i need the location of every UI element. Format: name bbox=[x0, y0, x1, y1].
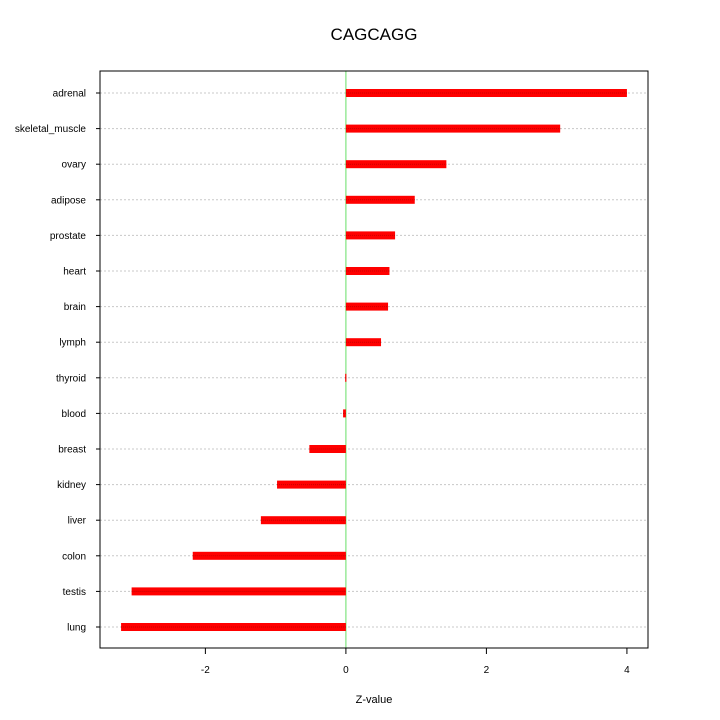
plot-frame bbox=[99, 70, 649, 649]
category-label: prostate bbox=[50, 231, 87, 242]
category-label: kidney bbox=[57, 480, 86, 491]
category-label: adipose bbox=[51, 195, 86, 206]
chart-title: CAGCAGG bbox=[331, 25, 418, 44]
category-label: lymph bbox=[59, 338, 86, 349]
bar-lymph bbox=[345, 338, 382, 347]
x-axis-label: Z-value bbox=[356, 694, 393, 706]
bar-brain bbox=[345, 302, 389, 311]
x-tick-label: -2 bbox=[201, 665, 210, 676]
bar-heart bbox=[345, 267, 390, 275]
category-label: brain bbox=[64, 302, 86, 313]
category-label: heart bbox=[63, 267, 86, 278]
bar-skeletal_muscle bbox=[345, 124, 561, 133]
bars-layer bbox=[121, 89, 627, 631]
category-label: adrenal bbox=[53, 89, 86, 100]
bar-testis bbox=[131, 587, 346, 596]
category-label: skeletal_muscle bbox=[15, 124, 87, 135]
category-label: colon bbox=[62, 551, 86, 562]
category-label: ovary bbox=[62, 160, 86, 171]
category-label: liver bbox=[68, 516, 87, 527]
category-label: blood bbox=[62, 409, 86, 420]
x-axis: -2 0 2 4 bbox=[201, 648, 630, 676]
grid-layer bbox=[100, 92, 648, 628]
x-tick-label: 2 bbox=[484, 665, 490, 676]
category-label: thyroid bbox=[56, 373, 86, 384]
category-label: lung bbox=[67, 623, 86, 634]
bar-blood bbox=[343, 409, 346, 418]
category-label: breast bbox=[58, 445, 86, 456]
x-tick-label: 0 bbox=[343, 665, 349, 676]
category-label: testis bbox=[63, 587, 86, 598]
x-tick-label: 4 bbox=[624, 665, 630, 676]
